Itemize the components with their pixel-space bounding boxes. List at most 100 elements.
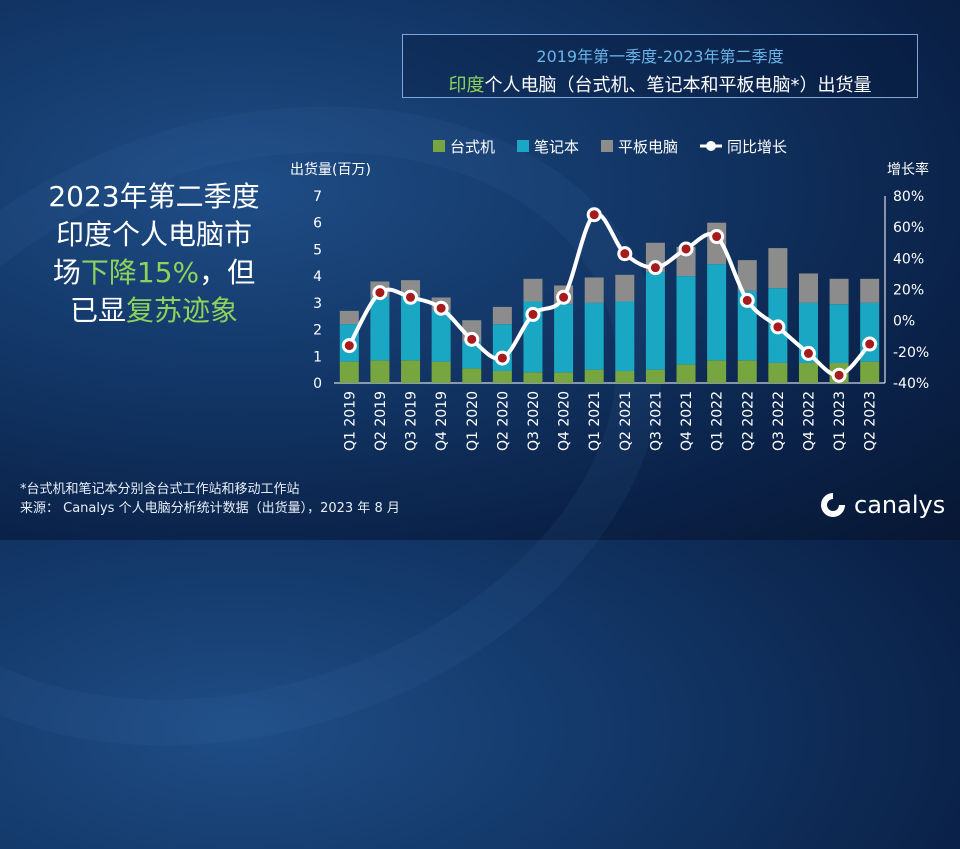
y-tick-label: 1 bbox=[313, 349, 322, 365]
bar-tablet bbox=[798, 273, 818, 303]
bar-notebook bbox=[584, 302, 604, 370]
bar-notebook bbox=[401, 296, 421, 361]
bar-notebook bbox=[554, 304, 574, 373]
headline-line3: 场下降15%，但 bbox=[18, 254, 290, 292]
yoy-point bbox=[494, 350, 510, 366]
y2-axis-label: 增长率 bbox=[887, 161, 929, 178]
y2-tick-label: -20% bbox=[893, 345, 929, 361]
x-tick-label: Q1 2021 bbox=[587, 391, 603, 451]
yoy-point bbox=[647, 260, 663, 276]
shipments-chart: 出货量(百万) 增长率 0 1 2 3 4 5 6 7 -40% -20% 0% 20% 40% 60% 80%… bbox=[290, 138, 929, 451]
legend-swatch-tablet bbox=[601, 140, 613, 152]
bar-tablet bbox=[523, 278, 543, 302]
x-tick-label: Q2 2022 bbox=[740, 391, 756, 451]
y-tick-label: 6 bbox=[313, 216, 322, 232]
x-tick-label: Q2 2019 bbox=[373, 391, 389, 451]
headline-line2: 印度个人电脑市 bbox=[55, 218, 252, 251]
headline-line3-a: 场 bbox=[52, 256, 81, 289]
canalys-logo-icon bbox=[821, 493, 845, 517]
headline-line4: 已显复苏迹象 bbox=[18, 292, 290, 330]
bar-notebook bbox=[462, 341, 482, 369]
bar-desktop bbox=[339, 361, 359, 383]
x-tick-label: Q4 2022 bbox=[801, 391, 817, 451]
canalys-logo-text: canalys bbox=[854, 491, 946, 519]
yoy-point bbox=[709, 229, 725, 245]
bar-tablet bbox=[737, 260, 757, 291]
canalys-logo: canalys bbox=[818, 490, 945, 520]
footnote: *台式机和笔记本分别含台式工作站和移动工作站 来源： Canalys 个人电脑分… bbox=[20, 480, 400, 518]
x-tick-label: Q2 2020 bbox=[495, 391, 511, 451]
bar-tablet bbox=[768, 248, 788, 289]
yoy-point bbox=[739, 292, 755, 308]
yoy-point bbox=[372, 285, 388, 301]
bar-desktop bbox=[768, 362, 788, 383]
bar-desktop bbox=[860, 361, 880, 383]
footnote-source: 来源： Canalys 个人电脑分析统计数据（出货量），2023 年 8 月 bbox=[20, 501, 400, 516]
y-tick-label: 0 bbox=[313, 376, 322, 392]
y-tick-label: 5 bbox=[313, 242, 322, 258]
yoy-point bbox=[556, 289, 572, 305]
y2-tick-label: 80% bbox=[893, 189, 924, 205]
headline-recovery: 复苏迹象 bbox=[126, 294, 239, 327]
bar-notebook bbox=[615, 301, 635, 371]
bar-desktop bbox=[554, 372, 574, 383]
yoy-point bbox=[617, 246, 633, 262]
bar-tablet bbox=[829, 278, 849, 305]
chart-title-line2: 印度个人电脑（台式机、笔记本和平板电脑*）出货量 bbox=[403, 71, 917, 97]
legend-label-desktop: 台式机 bbox=[450, 138, 495, 156]
bar-desktop bbox=[401, 360, 421, 383]
x-tick-label: Q2 2021 bbox=[618, 391, 634, 451]
y-axis-label: 出货量(百万) bbox=[290, 161, 371, 178]
legend-marker-yoy bbox=[706, 141, 716, 151]
headline-decline: 下降15% bbox=[80, 256, 200, 289]
x-tick-label: Q4 2021 bbox=[679, 391, 695, 451]
chart-title-line1: 2019年第一季度-2023年第二季度 bbox=[536, 47, 784, 66]
bar-notebook bbox=[676, 276, 696, 365]
yoy-growth-line bbox=[347, 211, 872, 378]
legend-label-notebook: 笔记本 bbox=[534, 138, 579, 156]
x-tick-label: Q3 2021 bbox=[648, 391, 664, 451]
x-tick-label: Q1 2023 bbox=[832, 391, 848, 451]
chart-title-box: 2019年第一季度-2023年第二季度 印度个人电脑（台式机、笔记本和平板电脑*… bbox=[402, 34, 918, 98]
bar-desktop bbox=[615, 370, 635, 383]
bar-desktop bbox=[431, 361, 451, 383]
bar-tablet bbox=[339, 310, 359, 325]
y2-tick-label: -40% bbox=[893, 376, 929, 392]
bar-desktop bbox=[523, 372, 543, 383]
yoy-point bbox=[678, 241, 694, 257]
yoy-point bbox=[525, 306, 541, 322]
bar-tablet bbox=[615, 274, 635, 302]
x-tick-label: Q3 2020 bbox=[526, 391, 542, 451]
bar-notebook bbox=[645, 272, 665, 370]
x-tick-label: Q1 2022 bbox=[710, 391, 726, 451]
x-tick-label: Q4 2019 bbox=[434, 391, 450, 451]
legend-label-yoy: 同比增长 bbox=[727, 138, 787, 156]
bar-desktop bbox=[737, 360, 757, 383]
bar-notebook bbox=[829, 304, 849, 363]
yoy-point bbox=[862, 336, 878, 352]
x-tick-label: Q1 2019 bbox=[342, 391, 358, 451]
title-highlight-india: 印度 bbox=[448, 75, 485, 96]
legend-swatch-notebook bbox=[517, 140, 529, 152]
bar-desktop bbox=[370, 360, 390, 383]
y2-tick-label: 40% bbox=[893, 251, 924, 267]
y2-tick-label: 60% bbox=[893, 220, 924, 236]
x-tick-label: Q1 2020 bbox=[465, 391, 481, 451]
yoy-point bbox=[403, 289, 419, 305]
x-tick-label: Q3 2022 bbox=[771, 391, 787, 451]
yoy-point bbox=[464, 331, 480, 347]
bar-tablet bbox=[860, 278, 880, 303]
headline-callout: 2023年第二季度 印度个人电脑市 场下降15%，但 已显复苏迹象 bbox=[18, 178, 290, 330]
legend-label-tablet: 平板电脑 bbox=[618, 138, 678, 156]
title-rest: 个人电脑（台式机、笔记本和平板电脑*）出货量 bbox=[484, 75, 872, 96]
yoy-point bbox=[831, 367, 847, 383]
bar-desktop bbox=[676, 364, 696, 383]
headline-line3-b: ，但 bbox=[199, 256, 256, 289]
yoy-point bbox=[800, 345, 816, 361]
footnote-line1: *台式机和笔记本分别含台式工作站和移动工作站 bbox=[20, 482, 300, 497]
bar-notebook bbox=[370, 297, 390, 361]
yoy-point bbox=[341, 338, 357, 354]
y-tick-label: 3 bbox=[313, 296, 322, 312]
x-tick-label: Q2 2023 bbox=[863, 391, 879, 451]
bar-notebook bbox=[431, 310, 451, 362]
